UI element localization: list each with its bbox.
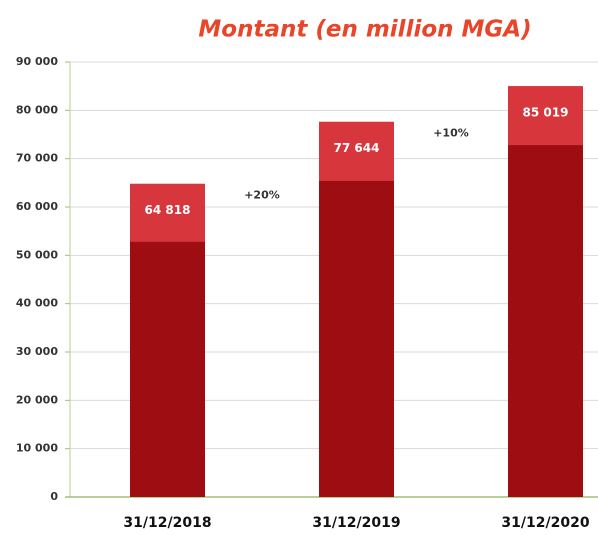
bar bbox=[508, 145, 583, 497]
y-tick-label: 70 000 bbox=[16, 152, 58, 165]
y-tick-label: 90 000 bbox=[16, 55, 58, 68]
x-tick-label: 31/12/2019 bbox=[312, 515, 400, 531]
x-tick-label: 31/12/2018 bbox=[123, 515, 211, 531]
value-label: 85 019 bbox=[523, 106, 569, 120]
bar bbox=[319, 180, 394, 497]
y-tick-label: 40 000 bbox=[16, 297, 58, 310]
y-tick-label: 20 000 bbox=[16, 393, 58, 406]
chart-title: Montant (en million MGA) bbox=[198, 17, 531, 43]
annotation: +20% bbox=[244, 189, 280, 202]
value-label: 64 818 bbox=[145, 203, 191, 217]
bar bbox=[130, 241, 205, 497]
y-tick-label: 60 000 bbox=[16, 200, 58, 213]
y-tick-label: 0 bbox=[50, 490, 58, 503]
y-tick-label: 10 000 bbox=[16, 442, 58, 455]
y-tick-label: 80 000 bbox=[16, 103, 58, 116]
value-label: 77 644 bbox=[334, 141, 380, 155]
y-tick-label: 50 000 bbox=[16, 248, 58, 261]
x-tick-label: 31/12/2020 bbox=[501, 515, 589, 531]
annotation: +10% bbox=[433, 127, 469, 140]
y-tick-label: 30 000 bbox=[16, 345, 58, 358]
